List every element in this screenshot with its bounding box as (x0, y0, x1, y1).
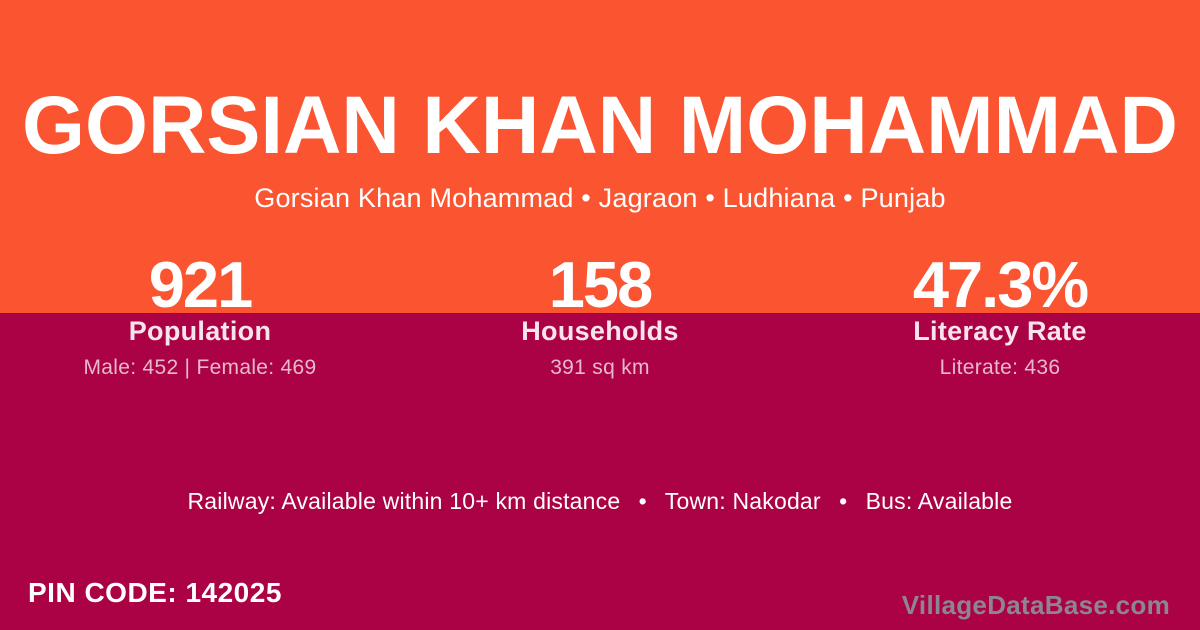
breadcrumb: Gorsian Khan Mohammad • Jagraon • Ludhia… (254, 183, 946, 213)
stats-values-row: 921 158 47.3% (0, 252, 1200, 317)
stat-label-literacy-rate: Literacy Rate (913, 316, 1087, 346)
stats-labels-row: Population Households Literacy Rate (0, 316, 1200, 347)
stats-details-row: Male: 452 | Female: 469 391 sq km Litera… (0, 355, 1200, 380)
transport-availability-line: Railway: Available within 10+ km distanc… (187, 488, 1013, 514)
stat-detail-area: 391 sq km (550, 356, 650, 379)
stat-value-households: 158 (548, 248, 653, 321)
page-title: GORSIAN KHAN MOHAMMAD (22, 80, 1178, 171)
pin-code: PIN CODE: 142025 (28, 577, 282, 608)
site-watermark: VillageDataBase.com (901, 590, 1170, 620)
header-section: GORSIAN KHAN MOHAMMAD Gorsian Khan Moham… (0, 0, 1200, 313)
stat-value-population: 921 (148, 248, 253, 321)
village-title-banner: GORSIAN KHAN MOHAMMAD (22, 80, 1178, 171)
stat-detail-literate: Literate: 436 (939, 356, 1061, 379)
stat-label-households: Households (521, 316, 679, 346)
stat-label-population: Population (128, 316, 272, 346)
stat-detail-male-female: Male: 452 | Female: 469 (83, 356, 317, 379)
stat-value-literacy-rate: 47.3% (912, 248, 1089, 321)
